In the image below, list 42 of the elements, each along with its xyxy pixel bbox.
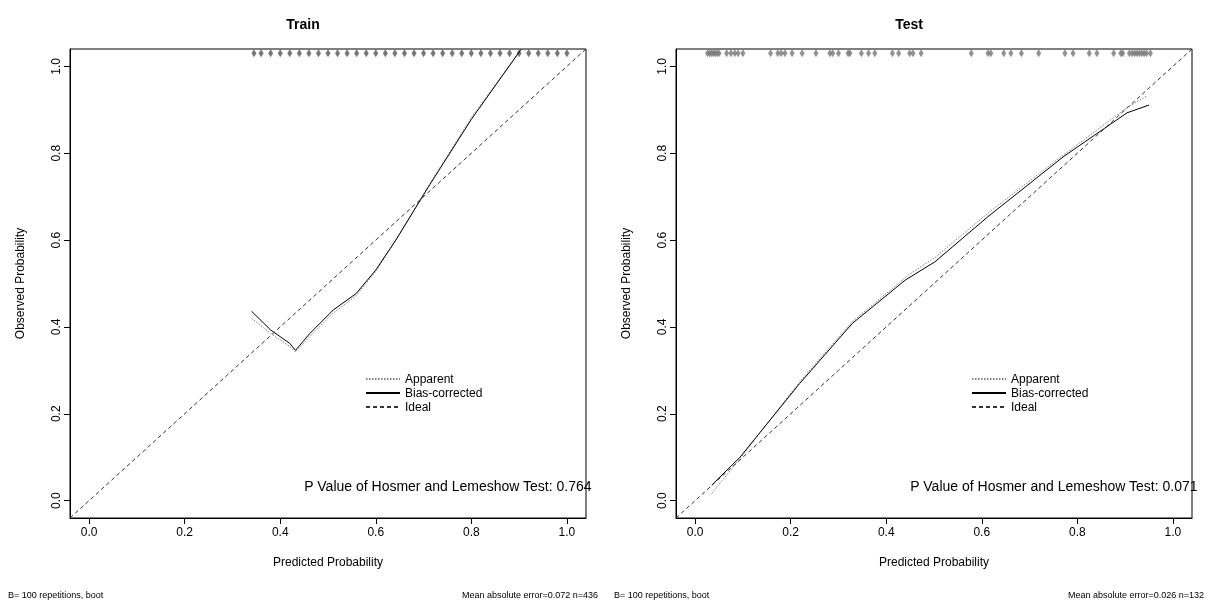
x-tick-label: 0.8 bbox=[462, 525, 480, 539]
y-tick-label: 1.0 bbox=[655, 57, 669, 75]
y-tick-label: 0.2 bbox=[49, 405, 63, 423]
x-tick-label: 0.8 bbox=[1068, 525, 1086, 539]
y-tick-label: 0.4 bbox=[655, 318, 669, 336]
x-tick-label: 1.0 bbox=[558, 525, 576, 539]
annotation: P Value of Hosmer and Lemeshow Test: 0.764 bbox=[304, 478, 592, 494]
y-tick-label: 0.6 bbox=[655, 231, 669, 249]
y-tick-label: 0.6 bbox=[49, 231, 63, 249]
x-tick-label: 0.0 bbox=[80, 525, 98, 539]
legend-label: Bias-corrected bbox=[405, 386, 483, 400]
annotation: P Value of Hosmer and Lemeshow Test: 0.071 bbox=[910, 478, 1198, 494]
legend-label: Bias-corrected bbox=[1011, 386, 1089, 400]
legend-label: Apparent bbox=[1011, 372, 1061, 386]
x-tick-label: 0.2 bbox=[176, 525, 194, 539]
x-tick-label: 0.0 bbox=[686, 525, 704, 539]
x-tick-label: 0.6 bbox=[367, 525, 385, 539]
x-tick-label: 0.4 bbox=[271, 525, 289, 539]
y-axis-title: Observed Probability bbox=[13, 227, 27, 340]
y-tick-label: 0.4 bbox=[49, 318, 63, 336]
y-tick-label: 0.8 bbox=[49, 144, 63, 162]
chart-title: Test bbox=[895, 16, 924, 32]
y-tick-label: 0.2 bbox=[655, 405, 669, 423]
x-tick-label: 0.6 bbox=[973, 525, 991, 539]
x-tick-label: 1.0 bbox=[1164, 525, 1182, 539]
legend-label: Ideal bbox=[1011, 400, 1038, 414]
text: B= 100 repetitions, boot bbox=[8, 589, 104, 600]
y-tick-label: 0.0 bbox=[655, 491, 669, 509]
chart-title: Train bbox=[286, 16, 320, 32]
legend-label: Ideal bbox=[405, 400, 432, 414]
legend-label: Apparent bbox=[405, 372, 455, 386]
x-axis-title: Predicted Probability bbox=[272, 555, 384, 569]
y-axis-title: Observed Probability bbox=[619, 227, 633, 340]
text: Mean absolute error=0.026 n=132 bbox=[1067, 589, 1205, 600]
y-tick-label: 0.0 bbox=[49, 491, 63, 509]
x-tick-label: 0.4 bbox=[877, 525, 895, 539]
x-axis-title: Predicted Probability bbox=[878, 555, 990, 569]
y-tick-label: 0.8 bbox=[655, 144, 669, 162]
text: B= 100 repetitions, boot bbox=[614, 589, 710, 600]
text: Mean absolute error=0.072 n=436 bbox=[461, 589, 599, 600]
y-tick-label: 1.0 bbox=[49, 57, 63, 75]
x-tick-label: 0.2 bbox=[782, 525, 800, 539]
